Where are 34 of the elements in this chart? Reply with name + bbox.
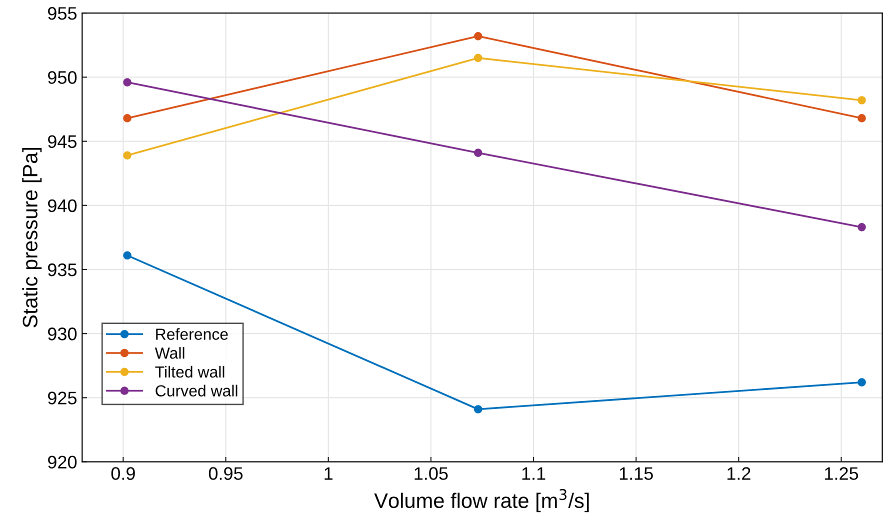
y-tick-label: 945 [48,135,77,148]
point [123,151,132,160]
x-tick-label: 1.25 [825,467,858,480]
x-tick-label: 1.2 [728,467,750,480]
x-tick-label: 0.9 [111,467,135,480]
point [123,114,132,122]
point [474,54,482,62]
point [858,96,866,104]
y-axis-title: Static pressure [Pa] [22,148,42,328]
y-tick-label: 930 [48,328,77,340]
legend-label: Wall [154,347,184,359]
x-tick-label: 0.95 [208,467,243,480]
point [858,223,866,232]
y-tick-label: 950 [48,71,77,84]
legend-label: Reference [156,328,228,340]
y-tick-label: 920 [48,456,77,469]
legend-label: Tilted wall [155,366,224,378]
y-tick-label: 940 [48,199,77,212]
point [123,78,132,86]
y-tick-label: 955 [48,7,77,20]
legend-label: Curved wall [156,384,238,397]
point [474,148,482,157]
point [474,405,482,414]
y-tick-label: 925 [48,392,77,404]
point [858,378,866,386]
y-tick-label: 935 [48,263,77,276]
x-tick-label: 1.15 [620,467,653,480]
x-tick-label: 1.05 [414,467,448,480]
point [858,114,866,122]
x-tick-label: 1.1 [522,467,546,480]
point [474,32,482,40]
x-axis-title: Volume flow rate [m$^{3}$/s] [374,489,589,512]
x-tick-label: 1 [324,467,332,480]
point [123,251,132,260]
